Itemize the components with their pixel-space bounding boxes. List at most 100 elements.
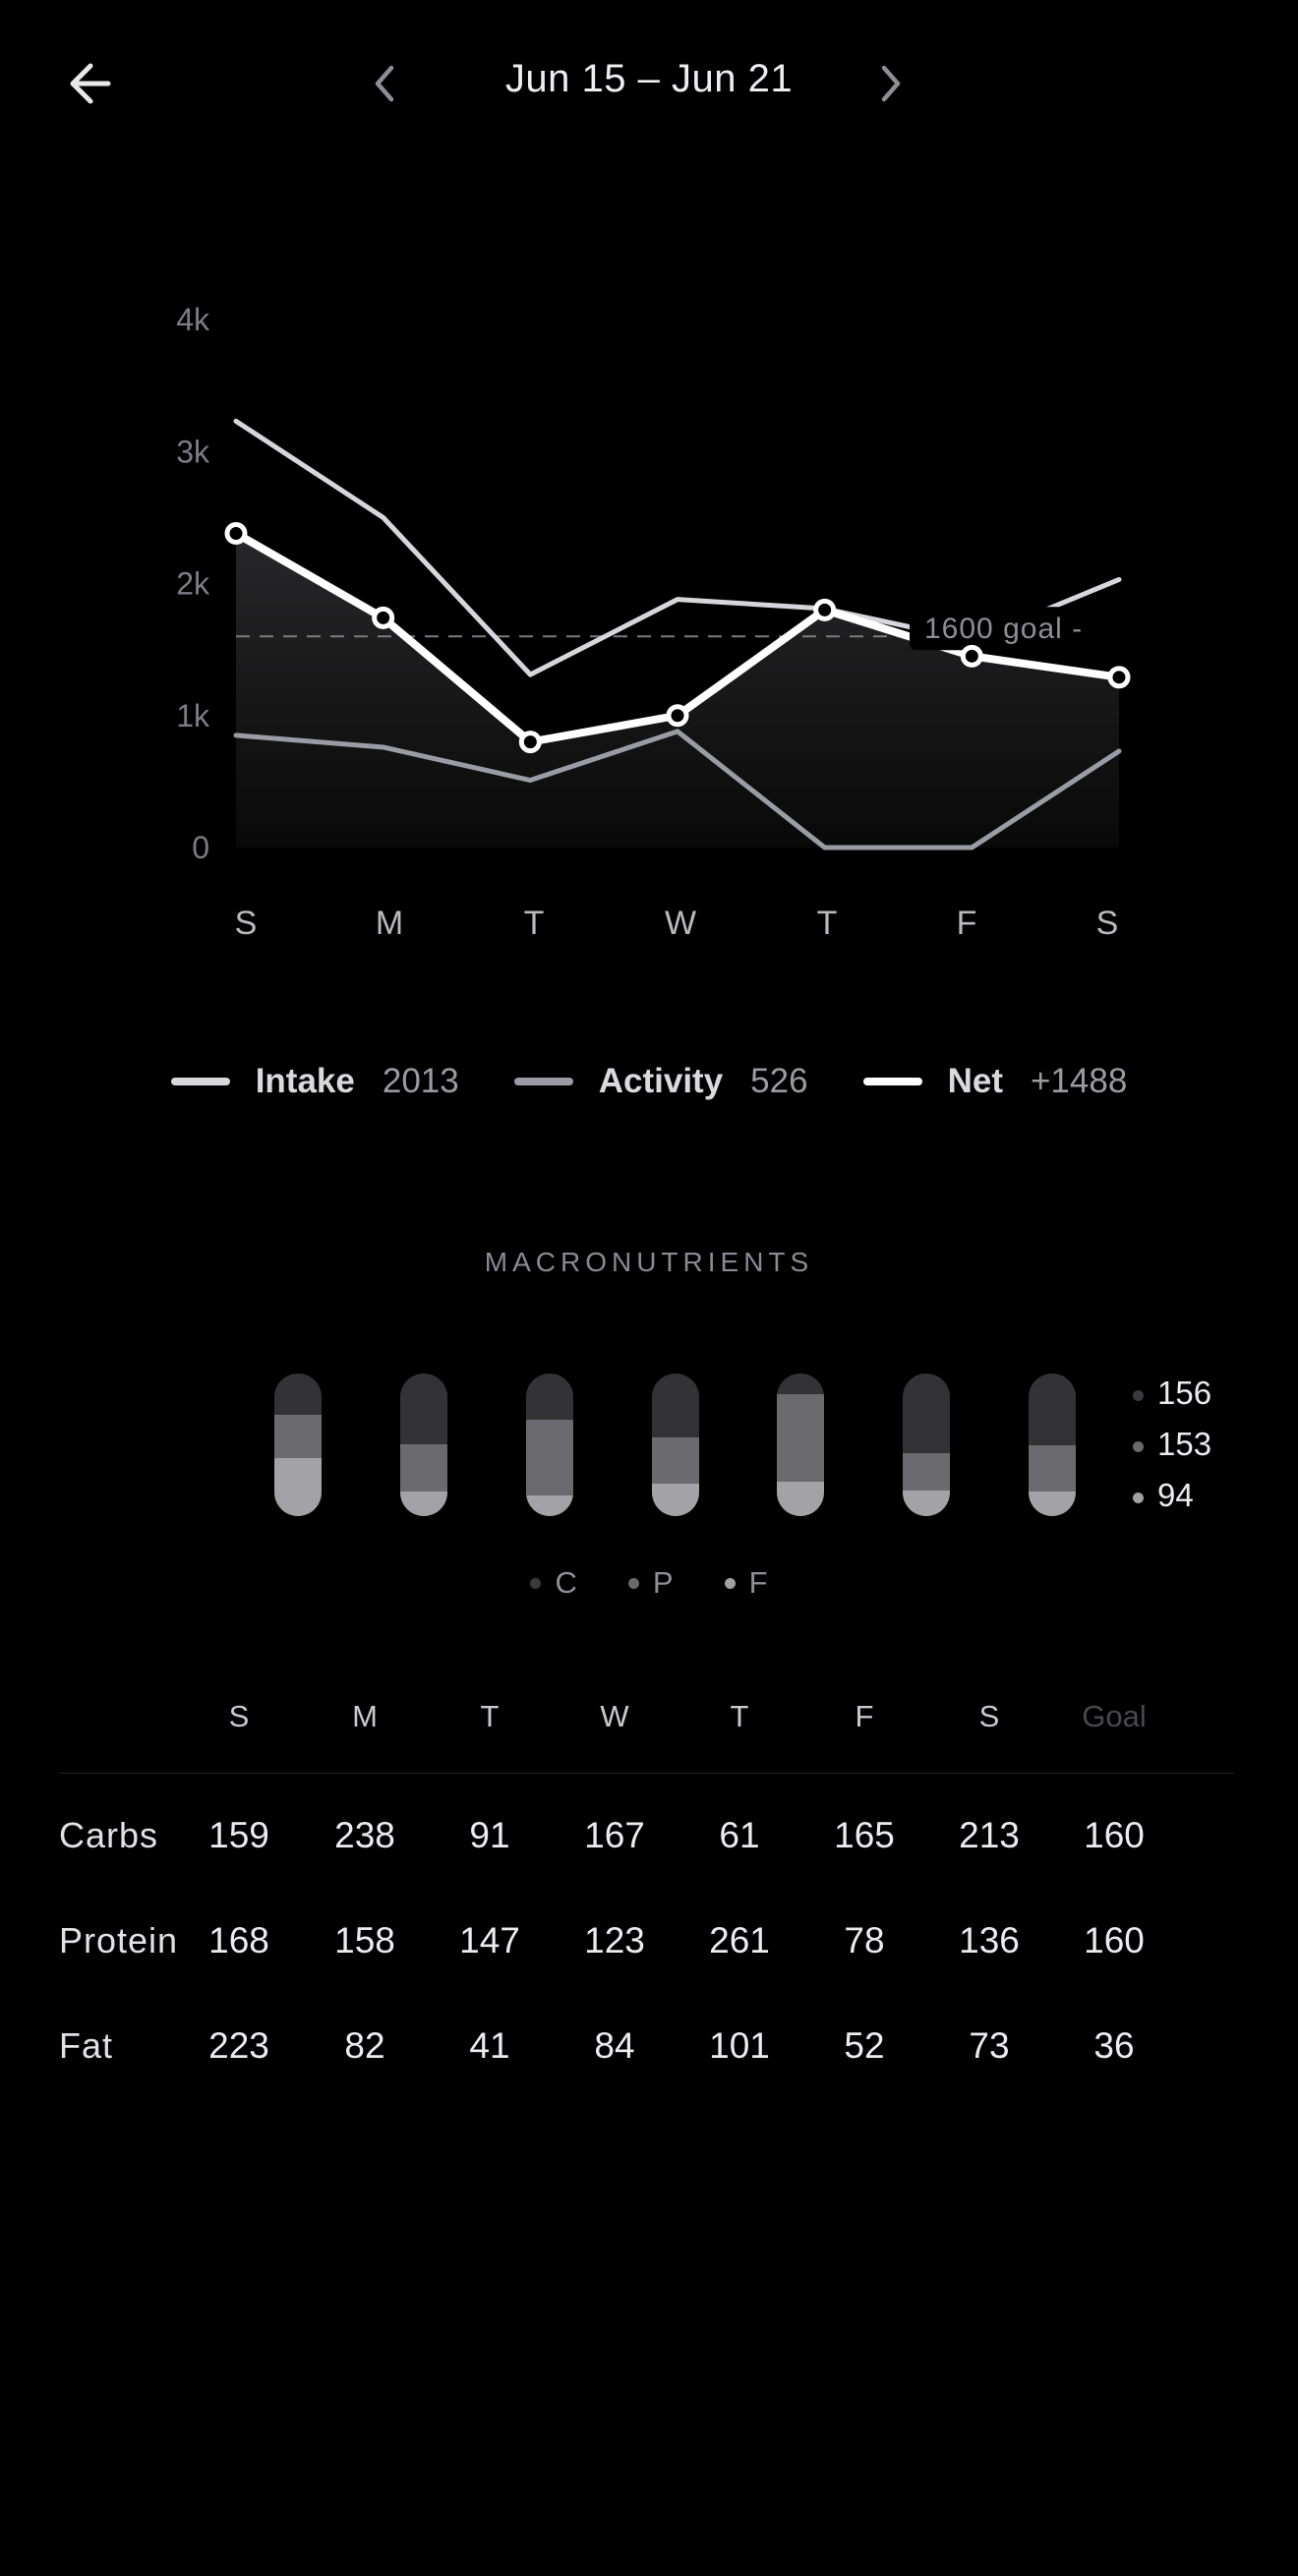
table-divider [59,1773,1234,1774]
net-point[interactable] [960,644,983,668]
y-tick-label: 4k [176,302,210,337]
pill-segment-carbs [274,1374,322,1415]
pill-segment-carbs [1029,1374,1076,1446]
table-cell: 165 [834,1815,895,1855]
legend-swatch [170,1078,230,1085]
net-point[interactable] [813,598,837,621]
pill-segment-carbs [652,1374,699,1437]
protein-readout-value: 153 [1157,1426,1212,1462]
carbs-dot [1133,1389,1144,1401]
chart-legend: Intake 2013 Activity 526 Net +1488 [0,1062,1298,1101]
y-tick-label: 0 [192,830,209,865]
macro-legend-dot [724,1577,736,1589]
x-tick-label: W [665,905,696,942]
macro-legend-dot [530,1577,542,1589]
goal-label: 1600 goal - [910,607,1126,651]
calorie-line-chart: 0 1k 2k 3k 4k S M T W T F S 1600 goal - [176,302,1131,942]
net-point[interactable] [372,606,395,629]
carbs-readout-value: 156 [1157,1375,1212,1411]
table-cell: 84 [594,2025,635,2066]
net-point[interactable] [518,731,542,754]
arrow-left-icon [70,63,111,104]
pill-segment-carbs [400,1374,447,1445]
table-cell: 167 [584,1815,645,1855]
table-row-label: Fat [59,2025,114,2066]
table-cell: 52 [844,2025,885,2066]
protein-dot [1133,1440,1144,1452]
table-cell: 160 [1084,1815,1145,1855]
chevron-right-icon [881,65,901,102]
net-point[interactable] [224,521,248,545]
macro-legend-dot [627,1577,639,1589]
date-range-title: Jun 15 – Jun 21 [504,57,794,100]
table-column-header: S [228,1699,250,1733]
x-tick-label: S [235,905,258,942]
table-header: S M T W T F S Goal [0,1691,1298,1750]
legend-name: Intake [255,1062,355,1100]
table-row: Protein 168 158 147 123 261 78 136 160 [0,1920,1298,1989]
chevron-left-icon [375,65,394,102]
table-cell: 101 [709,2025,770,2066]
table-cell: 158 [334,1920,395,1961]
macro-pill[interactable] [274,1374,322,1516]
pill-segment-fat [274,1458,322,1516]
table-column-header: Goal [1082,1699,1147,1733]
macronutrients-title: MACRONUTRIENTS [484,1247,814,1277]
legend-swatch [513,1078,573,1085]
series-line-activity [233,729,1122,850]
pill-segment-protein [903,1453,950,1492]
macro-pill[interactable] [1029,1374,1076,1516]
y-tick-label: 3k [176,434,210,469]
fat-dot [1133,1492,1144,1503]
net-point[interactable] [1107,666,1131,689]
pill-segment-fat [777,1482,824,1516]
legend-item-net[interactable]: Net +1488 [862,1062,1128,1101]
table-row-label: Carbs [59,1815,159,1855]
legend-name: Activity [598,1062,724,1100]
table-row-label: Protein [59,1920,179,1961]
table-cell: 147 [459,1920,520,1961]
table-row: Carbs 159 238 91 167 61 165 213 160 [0,1815,1298,1884]
macro-pill[interactable] [903,1374,950,1516]
table-column-header: T [730,1699,749,1733]
legend-value: +1488 [1030,1062,1128,1100]
table-column-header: T [480,1699,500,1733]
pill-segment-fat [652,1484,699,1516]
table-cell: 61 [719,1815,760,1855]
macro-pill[interactable] [652,1374,699,1516]
table-cell: 213 [959,1815,1020,1855]
legend-value: 2013 [382,1062,459,1100]
pill-segment-protein [274,1414,322,1459]
legend-item-intake[interactable]: Intake 2013 [170,1062,459,1101]
table-cell: 159 [208,1815,269,1855]
y-tick-label: 2k [176,566,210,602]
table-column-header: M [352,1699,378,1733]
macro-legend-label: P [652,1565,674,1600]
macro-pill[interactable] [777,1374,824,1516]
macro-readout-protein: 153 [1133,1426,1211,1463]
pill-segment-fat [903,1491,950,1516]
macro-legend-label: F [748,1565,768,1600]
legend-name: Net [947,1062,1003,1100]
back-button[interactable] [61,54,130,113]
legend-value: 526 [750,1062,808,1100]
macro-pill[interactable] [526,1374,573,1516]
table-column-header: W [600,1699,629,1733]
legend-item-activity[interactable]: Activity 526 [513,1062,808,1101]
pill-segment-protein [652,1436,699,1485]
x-tick-label: T [817,905,838,942]
pill-segment-protein [777,1393,824,1483]
pill-segment-protein [526,1420,573,1495]
macro-pill[interactable] [400,1374,447,1516]
net-point[interactable] [666,704,689,728]
pill-segment-fat [526,1494,573,1516]
table-cell: 136 [959,1920,1020,1961]
next-week-button[interactable] [860,54,919,113]
table-cell: 78 [844,1920,885,1961]
table-cell: 123 [584,1920,645,1961]
previous-week-button[interactable] [356,54,415,113]
y-tick-label: 1k [176,698,210,733]
table-column-header: F [855,1699,874,1733]
pill-segment-carbs [526,1374,573,1421]
